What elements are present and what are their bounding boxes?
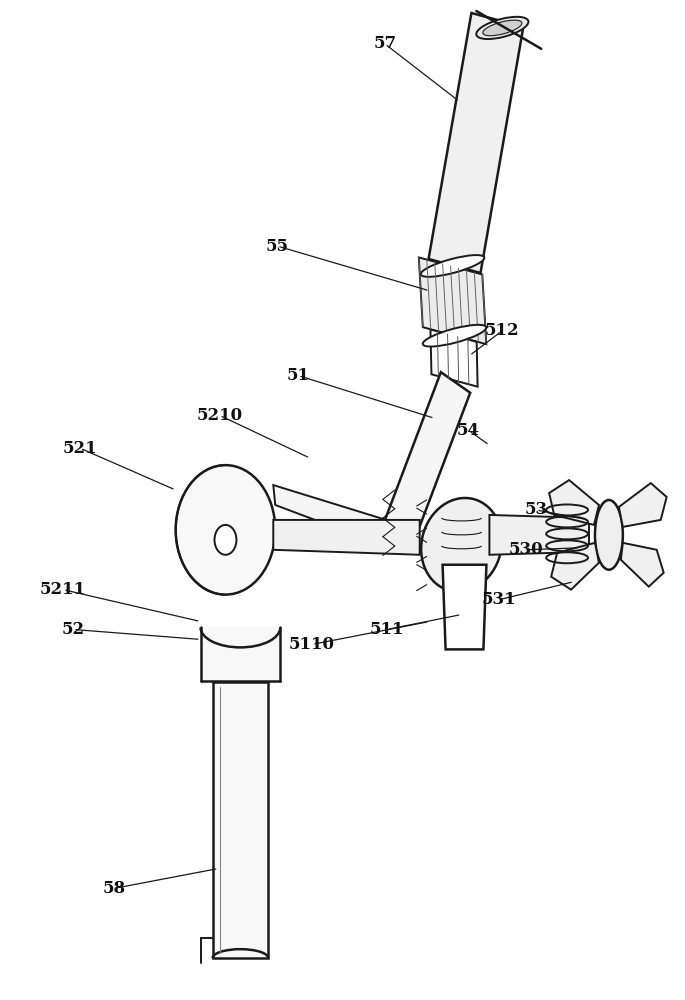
Text: 5210: 5210 <box>197 407 242 424</box>
Polygon shape <box>201 627 280 681</box>
Text: 5211: 5211 <box>40 581 86 598</box>
Ellipse shape <box>423 325 486 347</box>
Text: 52: 52 <box>62 621 85 638</box>
Text: 5110: 5110 <box>289 636 335 653</box>
Text: 57: 57 <box>373 35 397 52</box>
Polygon shape <box>443 565 486 649</box>
Ellipse shape <box>421 255 484 277</box>
Text: 58: 58 <box>102 880 125 897</box>
Polygon shape <box>551 543 599 590</box>
Ellipse shape <box>476 17 528 39</box>
Text: 55: 55 <box>266 238 289 255</box>
Polygon shape <box>212 682 269 958</box>
Text: 530: 530 <box>509 541 544 558</box>
Polygon shape <box>489 515 589 555</box>
Polygon shape <box>429 13 523 273</box>
Polygon shape <box>621 543 664 587</box>
Ellipse shape <box>483 20 522 36</box>
Ellipse shape <box>595 500 623 570</box>
Text: 511: 511 <box>370 621 404 638</box>
Polygon shape <box>385 372 470 540</box>
Ellipse shape <box>175 465 275 595</box>
Text: 531: 531 <box>482 591 516 608</box>
Text: 53: 53 <box>525 501 548 518</box>
Polygon shape <box>273 520 420 555</box>
Polygon shape <box>430 329 477 387</box>
Polygon shape <box>549 480 599 525</box>
Polygon shape <box>273 485 395 550</box>
Text: 51: 51 <box>287 367 310 384</box>
Text: 521: 521 <box>63 440 97 457</box>
Polygon shape <box>619 483 667 527</box>
Text: 54: 54 <box>457 422 480 439</box>
Ellipse shape <box>214 525 236 555</box>
Text: 512: 512 <box>485 322 520 339</box>
Polygon shape <box>419 257 486 344</box>
Ellipse shape <box>421 498 502 592</box>
